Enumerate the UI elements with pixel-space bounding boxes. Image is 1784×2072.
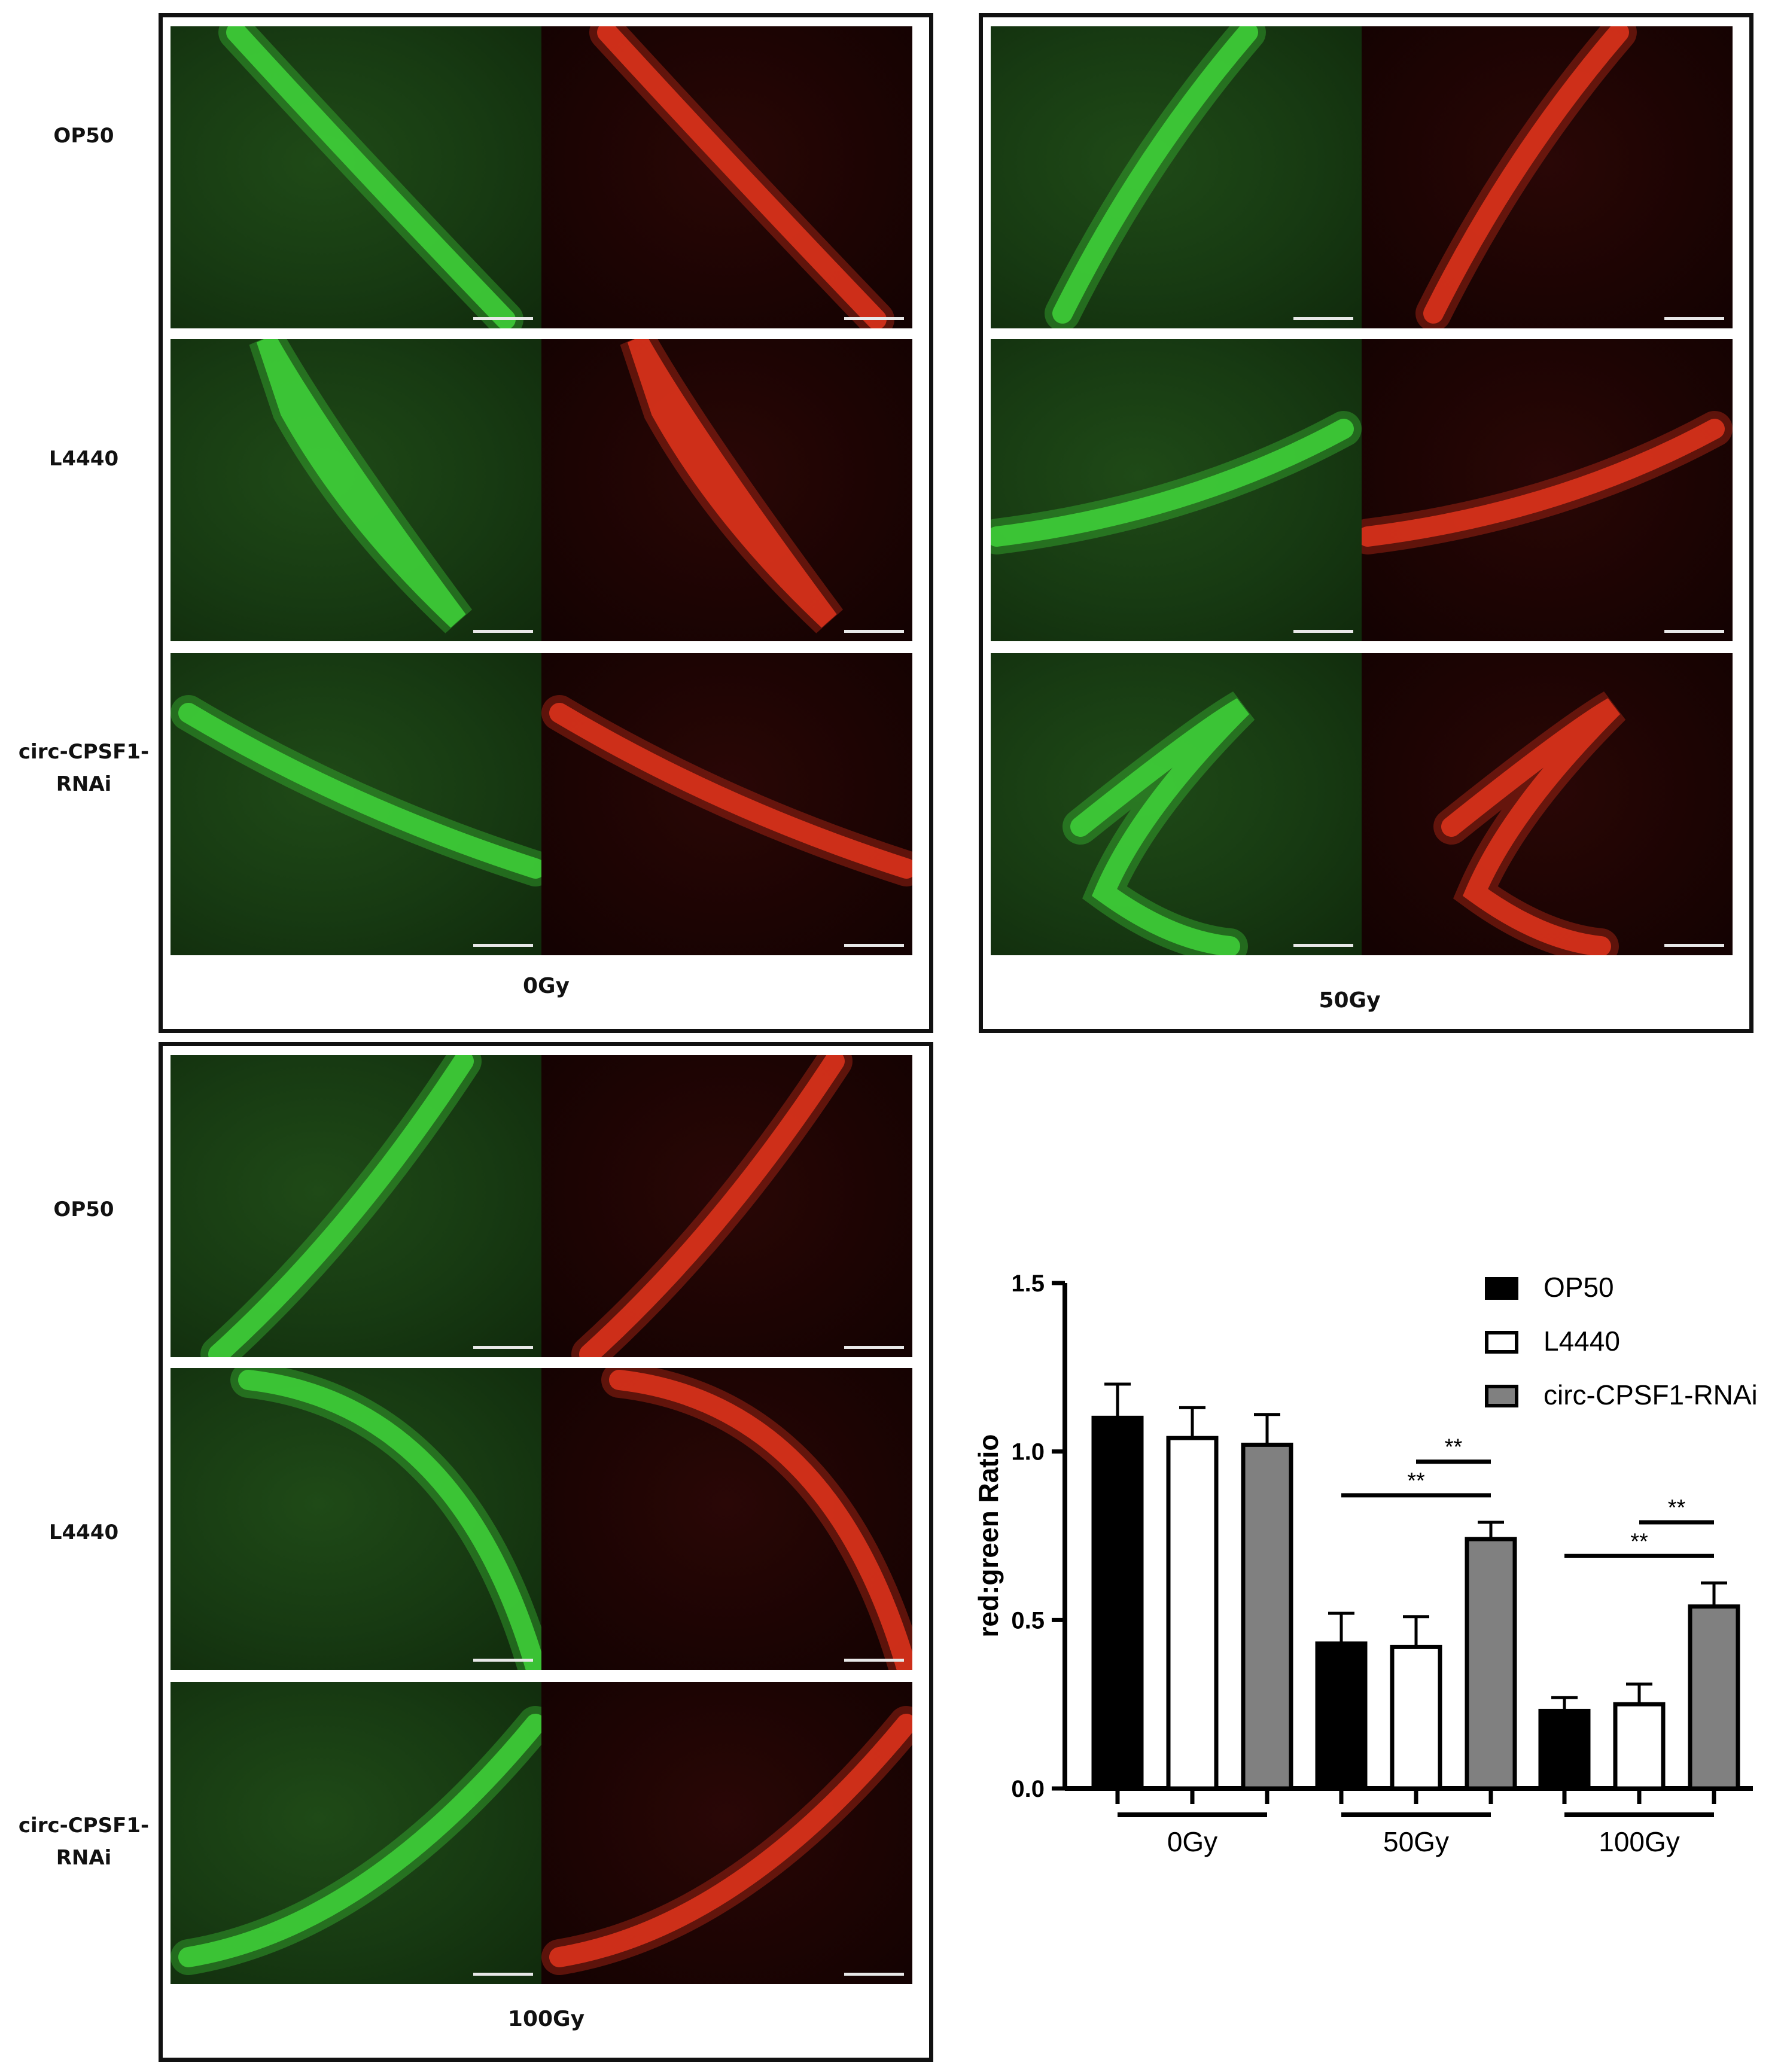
scale-bar bbox=[1664, 944, 1724, 947]
scale-bar bbox=[844, 1346, 904, 1349]
bar-op50 bbox=[1315, 1641, 1368, 1791]
significance-label: ** bbox=[1630, 1529, 1648, 1554]
row-label-l4440-100gy: L4440 bbox=[48, 1521, 119, 1544]
category-label: 0Gy bbox=[1167, 1826, 1217, 1857]
bar-op50 bbox=[1538, 1708, 1591, 1791]
worm-body bbox=[1362, 419, 1725, 547]
scale-bar bbox=[1293, 630, 1353, 633]
y-tick-label: 0.0 bbox=[1011, 1776, 1045, 1802]
legend-label: circ-CPSF1-RNAi bbox=[1544, 1379, 1758, 1410]
worm-body bbox=[627, 339, 837, 628]
scale-bar bbox=[844, 317, 904, 320]
bar-l4440 bbox=[1613, 1702, 1666, 1791]
legend-swatch bbox=[1485, 1277, 1518, 1300]
scale-bar bbox=[473, 944, 533, 947]
red-channel-image bbox=[541, 1368, 912, 1670]
worm-body bbox=[256, 339, 466, 628]
bar-circ-cpsf1-rnai bbox=[1688, 1604, 1740, 1791]
scale-bar bbox=[473, 1973, 533, 1976]
legend-label: OP50 bbox=[1544, 1272, 1614, 1303]
bar-circ-cpsf1-rnai bbox=[1241, 1442, 1293, 1791]
significance-label: ** bbox=[1445, 1435, 1463, 1460]
green-channel-image bbox=[991, 339, 1362, 641]
dose-label-0gy: 0Gy bbox=[522, 974, 570, 998]
legend-label: L4440 bbox=[1544, 1326, 1620, 1357]
y-tick-label: 1.5 bbox=[1011, 1270, 1045, 1297]
worm-body bbox=[549, 1714, 912, 1967]
red-channel-image bbox=[1362, 26, 1733, 328]
dose-label-50gy: 50Gy bbox=[1319, 988, 1381, 1013]
row-label-circ-100gy: circ-CPSF1- RNAi bbox=[18, 1814, 150, 1870]
worm-body bbox=[1052, 26, 1258, 324]
worm-body bbox=[1441, 698, 1621, 955]
green-channel-image bbox=[991, 653, 1362, 955]
green-channel-image bbox=[991, 26, 1362, 328]
row-label-op50-0gy: OP50 bbox=[53, 124, 114, 148]
green-channel-image bbox=[171, 1055, 541, 1357]
worm-glow bbox=[171, 1706, 541, 1975]
worm-body bbox=[597, 26, 887, 328]
green-channel-image bbox=[171, 339, 541, 641]
worm-body bbox=[609, 1370, 912, 1670]
red-channel-image bbox=[1362, 339, 1733, 641]
red-channel-image bbox=[541, 653, 912, 955]
red-channel-image bbox=[1362, 653, 1733, 955]
red-channel-image bbox=[541, 1055, 912, 1357]
scale-bar bbox=[473, 1659, 533, 1662]
bar-l4440 bbox=[1390, 1644, 1442, 1791]
scale-bar bbox=[1293, 944, 1353, 947]
worm-body bbox=[549, 703, 912, 879]
red-channel-image bbox=[541, 339, 912, 641]
worm-body bbox=[178, 703, 541, 879]
worm-glow bbox=[541, 1706, 912, 1975]
bar-l4440 bbox=[1166, 1436, 1219, 1791]
worm-body bbox=[226, 26, 516, 328]
worm-body bbox=[579, 1055, 845, 1357]
bar-op50 bbox=[1091, 1415, 1144, 1791]
scale-bar bbox=[1293, 317, 1353, 320]
red-channel-image bbox=[541, 26, 912, 328]
worm-body bbox=[1070, 698, 1250, 955]
category-label: 100Gy bbox=[1599, 1826, 1680, 1857]
scale-bar bbox=[473, 317, 533, 320]
worm-body bbox=[991, 419, 1354, 547]
green-channel-image bbox=[171, 1368, 541, 1670]
significance-label: ** bbox=[1668, 1495, 1686, 1521]
y-axis-label: red:green Ratio bbox=[973, 1434, 1004, 1638]
scale-bar bbox=[844, 1973, 904, 1976]
y-tick-label: 0.5 bbox=[1011, 1607, 1045, 1634]
scale-bar bbox=[844, 944, 904, 947]
scale-bar bbox=[473, 630, 533, 633]
legend-swatch bbox=[1485, 1385, 1518, 1407]
significance-label: ** bbox=[1407, 1468, 1425, 1494]
worm-body bbox=[238, 1370, 541, 1670]
scale-bar bbox=[844, 630, 904, 633]
row-label-op50-100gy: OP50 bbox=[53, 1198, 114, 1221]
y-tick-label: 1.0 bbox=[1011, 1439, 1045, 1465]
scale-bar bbox=[844, 1659, 904, 1662]
scale-bar bbox=[473, 1346, 533, 1349]
green-channel-image bbox=[171, 653, 541, 955]
worm-body bbox=[1423, 26, 1629, 324]
green-channel-image bbox=[171, 26, 541, 328]
bar-circ-cpsf1-rnai bbox=[1465, 1537, 1517, 1791]
row-label-l4440-0gy: L4440 bbox=[48, 447, 119, 471]
bar-chart: 0.0 0.5 1.0 1.5 red:green Ratio 0Gy 50Gy 100Gy *… bbox=[973, 1270, 1758, 1857]
category-label: 50Gy bbox=[1383, 1826, 1449, 1857]
legend-swatch bbox=[1485, 1331, 1518, 1354]
dose-label-100gy: 100Gy bbox=[507, 2007, 585, 2031]
scale-bar bbox=[1664, 317, 1724, 320]
worm-body bbox=[178, 1714, 541, 1967]
row-label-circ-0gy: circ-CPSF1- RNAi bbox=[18, 740, 150, 796]
scale-bar bbox=[1664, 630, 1724, 633]
green-channel-image bbox=[171, 1682, 541, 1984]
red-channel-image bbox=[541, 1682, 912, 1984]
worm-body bbox=[208, 1055, 474, 1357]
